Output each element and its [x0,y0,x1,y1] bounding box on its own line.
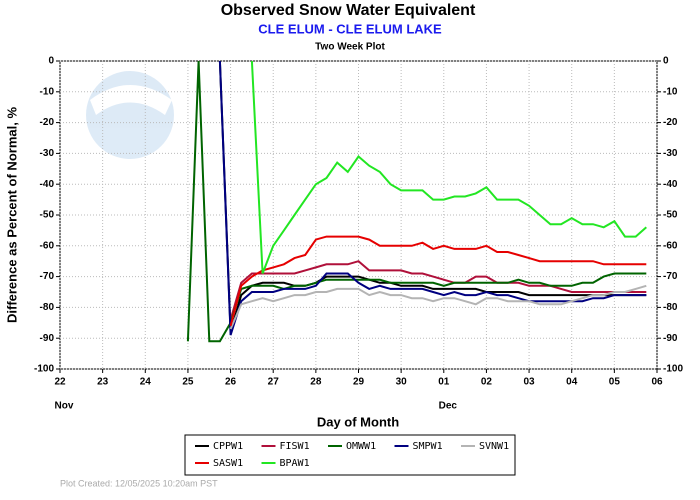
chart-title: Observed Snow Water Equivalent [221,2,476,19]
y-tick-label: -30 [40,148,55,159]
series-line [229,260,647,320]
series-line [218,61,647,333]
x-tick-label: 25 [182,377,194,388]
y-tick-label: -40 [40,179,55,190]
legend-label: SMPW1 [413,441,443,452]
y2-tick-label: -50 [663,210,678,221]
y2-tick-label: -40 [663,179,678,190]
y2-tick-label: -90 [663,333,678,344]
x-tick-label: 27 [268,377,280,388]
plot-label: Two Week Plot [315,42,385,53]
x-tick-label: 29 [353,377,365,388]
chart-subtitle: CLE ELUM - CLE ELUM LAKE [258,21,442,36]
x-tick-label: 04 [566,377,578,388]
noaa-logo [86,71,174,159]
month-label: Nov [55,401,74,412]
series-line [229,284,647,330]
x-tick-label: 22 [54,377,66,388]
legend-label: FISW1 [280,441,310,452]
y-tick-label: -90 [40,333,55,344]
x-tick-label: 24 [140,377,152,388]
legend [184,434,516,476]
y-tick-label: -20 [40,117,55,128]
y-tick-label: 0 [48,56,54,67]
series-line [250,61,647,274]
y-tick-label: -10 [40,86,55,97]
x-tick-label: 02 [481,377,493,388]
y-tick-label: -60 [40,240,55,251]
series-line [186,61,647,343]
y2-tick-label: -10 [663,86,678,97]
y-tick-label: -80 [40,302,55,313]
legend-label: CPPW1 [213,441,243,452]
x-tick-label: 26 [225,377,237,388]
legend-label: OMWW1 [346,441,376,452]
y2-tick-label: -60 [663,240,678,251]
series-line [229,235,647,327]
x-axis-label: Day of Month [317,414,399,429]
x-tick-label: 06 [651,377,663,388]
y-tick-label: -100 [34,364,54,375]
x-tick-label: 03 [524,377,536,388]
y2-tick-label: -30 [663,148,678,159]
series-lines [186,61,647,343]
y-axis-label: Difference as Percent of Normal, % [4,107,19,323]
x-tick-label: 05 [609,377,621,388]
y-tick-label: -70 [40,271,55,282]
legend-label: SVNW1 [479,441,509,452]
y2-tick-label: -80 [663,302,678,313]
footer: Plot Created: 12/05/2025 10:20am PST [60,478,218,488]
x-tick-label: 23 [97,377,109,388]
legend-label: SASW1 [213,458,243,469]
y2-tick-label: -100 [663,364,683,375]
x-tick-label: 01 [438,377,450,388]
y2-tick-label: 0 [663,56,669,67]
legend-label: BPAW1 [280,458,310,469]
y-tick-label: -50 [40,210,55,221]
x-tick-label: 30 [396,377,408,388]
y2-tick-label: -20 [663,117,678,128]
y2-tick-label: -70 [663,271,678,282]
x-tick-label: 28 [310,377,322,388]
month-label: Dec [439,401,458,412]
